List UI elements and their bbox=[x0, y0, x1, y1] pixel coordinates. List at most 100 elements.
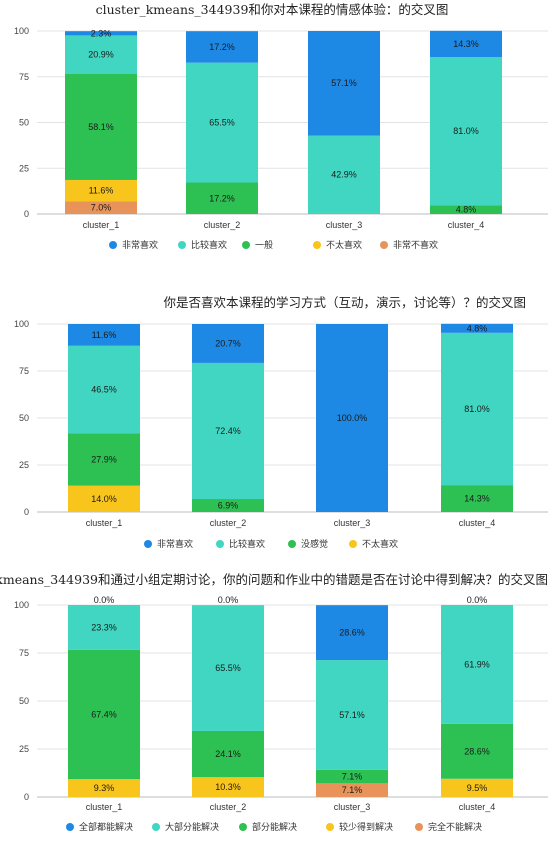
data-label: 4.8% bbox=[456, 205, 477, 215]
x-tick-label: cluster_4 bbox=[448, 220, 485, 230]
chart-title: cluster_kmeans_344939和通过小组定期讨论，你的问题和作业中的… bbox=[0, 573, 548, 587]
data-label: 11.6% bbox=[89, 186, 114, 196]
data-label: 2.3% bbox=[91, 28, 112, 38]
legend-label: 没感觉 bbox=[301, 538, 328, 550]
data-label: 67.4% bbox=[91, 709, 117, 719]
y-tick-label: 0 bbox=[24, 792, 29, 802]
y-tick-label: 100 bbox=[14, 26, 29, 36]
y-tick-label: 75 bbox=[19, 366, 29, 376]
bar-segment bbox=[316, 769, 388, 784]
y-tick-label: 25 bbox=[19, 460, 29, 470]
bar-segment bbox=[430, 56, 502, 206]
legend-label: 比较喜欢 bbox=[229, 538, 265, 550]
bar-segment bbox=[316, 660, 388, 770]
legend-label: 较少得到解决 bbox=[339, 821, 393, 833]
chart-group-discussion: cluster_kmeans_344939和通过小组定期讨论，你的问题和作业中的… bbox=[0, 573, 548, 833]
bar-segment bbox=[68, 779, 140, 797]
data-label: 6.9% bbox=[218, 501, 239, 511]
data-label: 11.6% bbox=[92, 330, 117, 340]
legend-label: 非常喜欢 bbox=[122, 239, 158, 251]
data-label: 81.0% bbox=[464, 404, 490, 414]
x-tick-label: cluster_1 bbox=[83, 220, 120, 230]
bar-segment bbox=[65, 201, 137, 214]
legend-label: 全部都能解决 bbox=[79, 821, 133, 833]
y-tick-label: 0 bbox=[24, 507, 29, 517]
bar-segment bbox=[68, 605, 140, 650]
data-label: 17.2% bbox=[209, 42, 235, 52]
y-tick-label: 100 bbox=[14, 600, 29, 610]
legend-marker bbox=[288, 540, 296, 548]
bar-segment bbox=[186, 62, 258, 183]
bar-segment bbox=[308, 31, 380, 136]
data-label: 14.0% bbox=[91, 494, 117, 504]
bar-segment bbox=[441, 778, 513, 797]
data-label: 65.5% bbox=[209, 118, 235, 128]
legend-label: 非常喜欢 bbox=[157, 538, 193, 550]
bar-segment bbox=[192, 499, 264, 512]
legend-marker bbox=[178, 241, 186, 249]
legend-marker bbox=[380, 241, 388, 249]
data-label: 17.2% bbox=[209, 193, 235, 203]
bar-segment bbox=[65, 179, 137, 202]
y-tick-label: 0 bbox=[24, 209, 29, 219]
bar-segment bbox=[192, 324, 264, 363]
data-label: 57.1% bbox=[339, 710, 365, 720]
bar-segment bbox=[65, 35, 137, 74]
bar-segment bbox=[316, 783, 388, 797]
x-tick-label: cluster_2 bbox=[210, 518, 247, 528]
bar-segment bbox=[68, 433, 140, 486]
data-label: 23.3% bbox=[91, 622, 117, 632]
bar-segment bbox=[441, 723, 513, 779]
bar-segment bbox=[65, 73, 137, 180]
data-label: 27.9% bbox=[91, 454, 117, 464]
chart-title: cluster_kmeans_344939和你对本课程的情感体验：的交叉图 bbox=[96, 2, 449, 17]
data-label: 46.5% bbox=[91, 385, 117, 395]
legend-label: 不太喜欢 bbox=[362, 538, 398, 550]
x-tick-label: cluster_2 bbox=[204, 220, 241, 230]
bar-segment bbox=[192, 777, 264, 797]
bar-segment bbox=[186, 182, 258, 214]
legend-marker bbox=[109, 241, 117, 249]
data-label: 24.1% bbox=[215, 749, 241, 759]
x-tick-label: cluster_3 bbox=[326, 220, 363, 230]
legend-marker bbox=[349, 540, 357, 548]
x-tick-label: cluster_2 bbox=[210, 802, 247, 812]
legend-label: 非常不喜欢 bbox=[393, 239, 438, 251]
data-label: 81.0% bbox=[453, 126, 479, 136]
legend-marker bbox=[326, 823, 334, 831]
x-tick-label: cluster_4 bbox=[459, 802, 496, 812]
bar-segment bbox=[186, 31, 258, 63]
data-label: 14.3% bbox=[464, 494, 490, 504]
legend-marker bbox=[415, 823, 423, 831]
bar-segment bbox=[441, 605, 513, 724]
y-tick-label: 50 bbox=[19, 696, 29, 706]
bar-segment bbox=[430, 30, 502, 57]
legend-label: 部分能解决 bbox=[252, 821, 297, 833]
legend-marker bbox=[216, 540, 224, 548]
data-label: 20.9% bbox=[88, 50, 114, 60]
bar-segment bbox=[68, 485, 140, 512]
data-label: 4.8% bbox=[467, 323, 488, 333]
bar-segment bbox=[316, 605, 388, 661]
legend-marker bbox=[313, 241, 321, 249]
data-label: 7.1% bbox=[342, 772, 363, 782]
data-label: 0.0% bbox=[218, 595, 239, 605]
legend-marker bbox=[239, 823, 247, 831]
data-label: 0.0% bbox=[94, 595, 115, 605]
data-label: 100.0% bbox=[337, 413, 368, 423]
data-label: 58.1% bbox=[88, 122, 114, 132]
x-tick-label: cluster_4 bbox=[459, 518, 496, 528]
legend-label: 一般 bbox=[255, 239, 273, 251]
legend-label: 大部分能解决 bbox=[165, 821, 219, 833]
chart-learning-style: 你是否喜欢本课程的学习方式（互动，演示，讨论等）？的交叉图 0 25 50 75 100 1… bbox=[14, 295, 548, 550]
data-label: 7.1% bbox=[342, 785, 363, 795]
legend-marker bbox=[152, 823, 160, 831]
bar-segment bbox=[192, 730, 264, 778]
bar-segment bbox=[68, 324, 140, 346]
data-label: 7.0% bbox=[91, 203, 112, 213]
chart-title: 你是否喜欢本课程的学习方式（互动，演示，讨论等）？的交叉图 bbox=[163, 295, 526, 310]
bar-segment bbox=[68, 345, 140, 434]
bar-segment bbox=[430, 205, 502, 214]
legend-label: 比较喜欢 bbox=[191, 239, 227, 251]
legend-marker bbox=[144, 540, 152, 548]
